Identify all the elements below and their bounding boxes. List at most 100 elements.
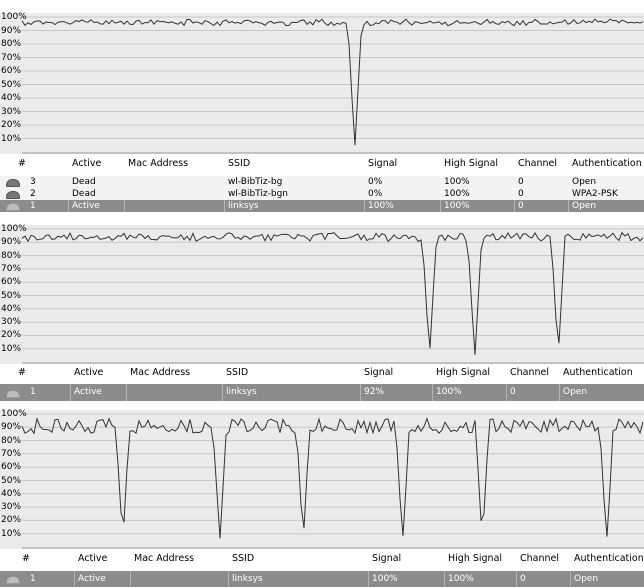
column-separator [516,571,517,587]
y-tick-label: 30% [1,502,22,513]
cell-signal: 100% [372,574,398,584]
cell-channel: 0 [518,189,524,199]
network-status-icon [6,389,20,398]
network-table-3: # Active Mac Address SSID Signal High Signal C… [0,549,644,588]
signal-chart-2: 100% 90% 80% 70% 60% 50% 40% 30% 20% 10% [0,224,644,364]
cell-active: Active [74,387,102,397]
column-header[interactable]: High Signal [448,553,503,564]
column-header[interactable]: Authentication [563,367,633,378]
column-header[interactable]: Mac Address [128,158,189,169]
column-header[interactable]: Mac Address [134,553,195,564]
column-header[interactable]: High Signal [444,158,499,169]
column-header[interactable]: SSID [226,367,249,378]
cell-channel: 0 [518,201,524,211]
y-tick-label: 90% [1,25,22,36]
column-header[interactable]: Channel [520,553,560,564]
cell-num: 1 [30,574,36,584]
column-separator [68,200,69,212]
cell-high: 100% [444,189,470,199]
y-tick-label: 90% [1,237,22,248]
cell-high: 100% [436,387,462,397]
network-row[interactable]: 3 Dead wl-BibTiz-bg 0% 100% 0 Open [0,176,644,188]
column-header[interactable]: Active [72,158,102,169]
y-tick-label: 60% [1,66,22,76]
cell-ssid: wl-BibTiz-bgn [228,189,288,199]
column-separator [224,200,225,212]
column-header[interactable]: Authentication [572,158,642,169]
network-status-icon [6,179,20,187]
y-tick-label: 80% [1,435,22,446]
network-status-icon [6,576,20,584]
column-separator [444,571,445,587]
y-tick-label: 50% [1,290,22,301]
cell-active: Active [78,574,106,584]
table-header: # Active Mac Address SSID Signal High Signal C… [0,154,644,176]
cell-high: 100% [444,177,470,187]
y-tick-label: 70% [1,52,22,63]
network-row[interactable]: 1 Active linksys 92% 100% 0 Open [0,384,644,401]
y-tick-label: 70% [1,448,22,459]
table-header: # Active Mac Address SSID Signal High Signal C… [0,549,644,571]
column-header[interactable]: SSID [228,158,251,169]
cell-num: 1 [30,387,36,397]
chart-svg [21,228,644,364]
signal-line [21,18,644,146]
y-tick-label: 50% [1,475,22,486]
column-separator [506,384,507,401]
column-separator [364,200,365,212]
column-header[interactable]: Active [78,553,108,564]
column-header[interactable]: Authentication [574,553,644,564]
column-separator [126,384,127,401]
y-tick-label: 100% [1,224,27,234]
cell-active: Active [72,201,100,211]
chart-svg [21,413,644,549]
column-header[interactable]: SSID [232,553,255,564]
column-separator [70,384,71,401]
column-header[interactable]: Signal [364,367,394,378]
column-header[interactable]: Mac Address [130,367,191,378]
column-header[interactable]: Signal [368,158,398,169]
cell-active: Dead [72,189,96,199]
y-tick-label: 60% [1,462,22,473]
column-separator [74,571,75,587]
y-tick-label: 50% [1,79,22,90]
column-header[interactable]: # [18,367,26,378]
cell-channel: 0 [520,574,526,584]
y-tick-label: 20% [1,515,22,526]
cell-high: 100% [444,201,470,211]
column-separator [514,200,515,212]
cell-num: 2 [30,189,36,199]
column-header[interactable]: Active [74,367,104,378]
column-header[interactable]: Signal [372,553,402,564]
y-tick-label: 80% [1,250,22,261]
monitor-panel-1: 100% 90% 80% 70% 60% 50% 40% 30% 20% 10% # Active M… [0,0,644,216]
column-header[interactable]: # [18,158,26,169]
monitor-panel-2: 100% 90% 80% 70% 60% 50% 40% 30% 20% 10% # Active M… [0,216,644,402]
column-header[interactable]: High Signal [436,367,491,378]
cell-signal: 0% [368,189,383,199]
column-separator [124,200,125,212]
network-row[interactable]: 2 Dead wl-BibTiz-bgn 0% 100% 0 WPA2-PSK [0,188,644,200]
column-separator [130,571,131,587]
signal-chart-1: 100% 90% 80% 70% 60% 50% 40% 30% 20% 10% [0,12,644,154]
y-tick-label: 80% [1,39,22,49]
column-header[interactable]: Channel [518,158,558,169]
y-tick-label: 10% [1,528,22,539]
cell-signal: 92% [364,387,385,397]
y-tick-label: 20% [1,330,22,341]
cell-high: 100% [448,574,474,584]
cell-num: 1 [30,201,36,211]
cell-auth: Open [563,387,588,397]
network-row[interactable]: 1 Active linksys 100% 100% 0 Open [0,571,644,587]
cell-ssid: wl-BibTiz-bg [228,177,283,187]
network-row[interactable]: 1 Active linksys 100% 100% 0 Open [0,200,644,212]
column-header[interactable]: # [22,553,30,564]
column-header[interactable]: Channel [510,367,550,378]
y-tick-label: 60% [1,277,22,288]
cell-active: Dead [72,177,96,187]
cell-auth: Open [574,574,599,584]
y-tick-label: 70% [1,263,22,274]
monitor-panel-3: 100% 90% 80% 70% 60% 50% 40% 30% 20% 10% # Active M… [0,402,644,588]
column-separator [440,200,441,212]
column-separator [222,384,223,401]
